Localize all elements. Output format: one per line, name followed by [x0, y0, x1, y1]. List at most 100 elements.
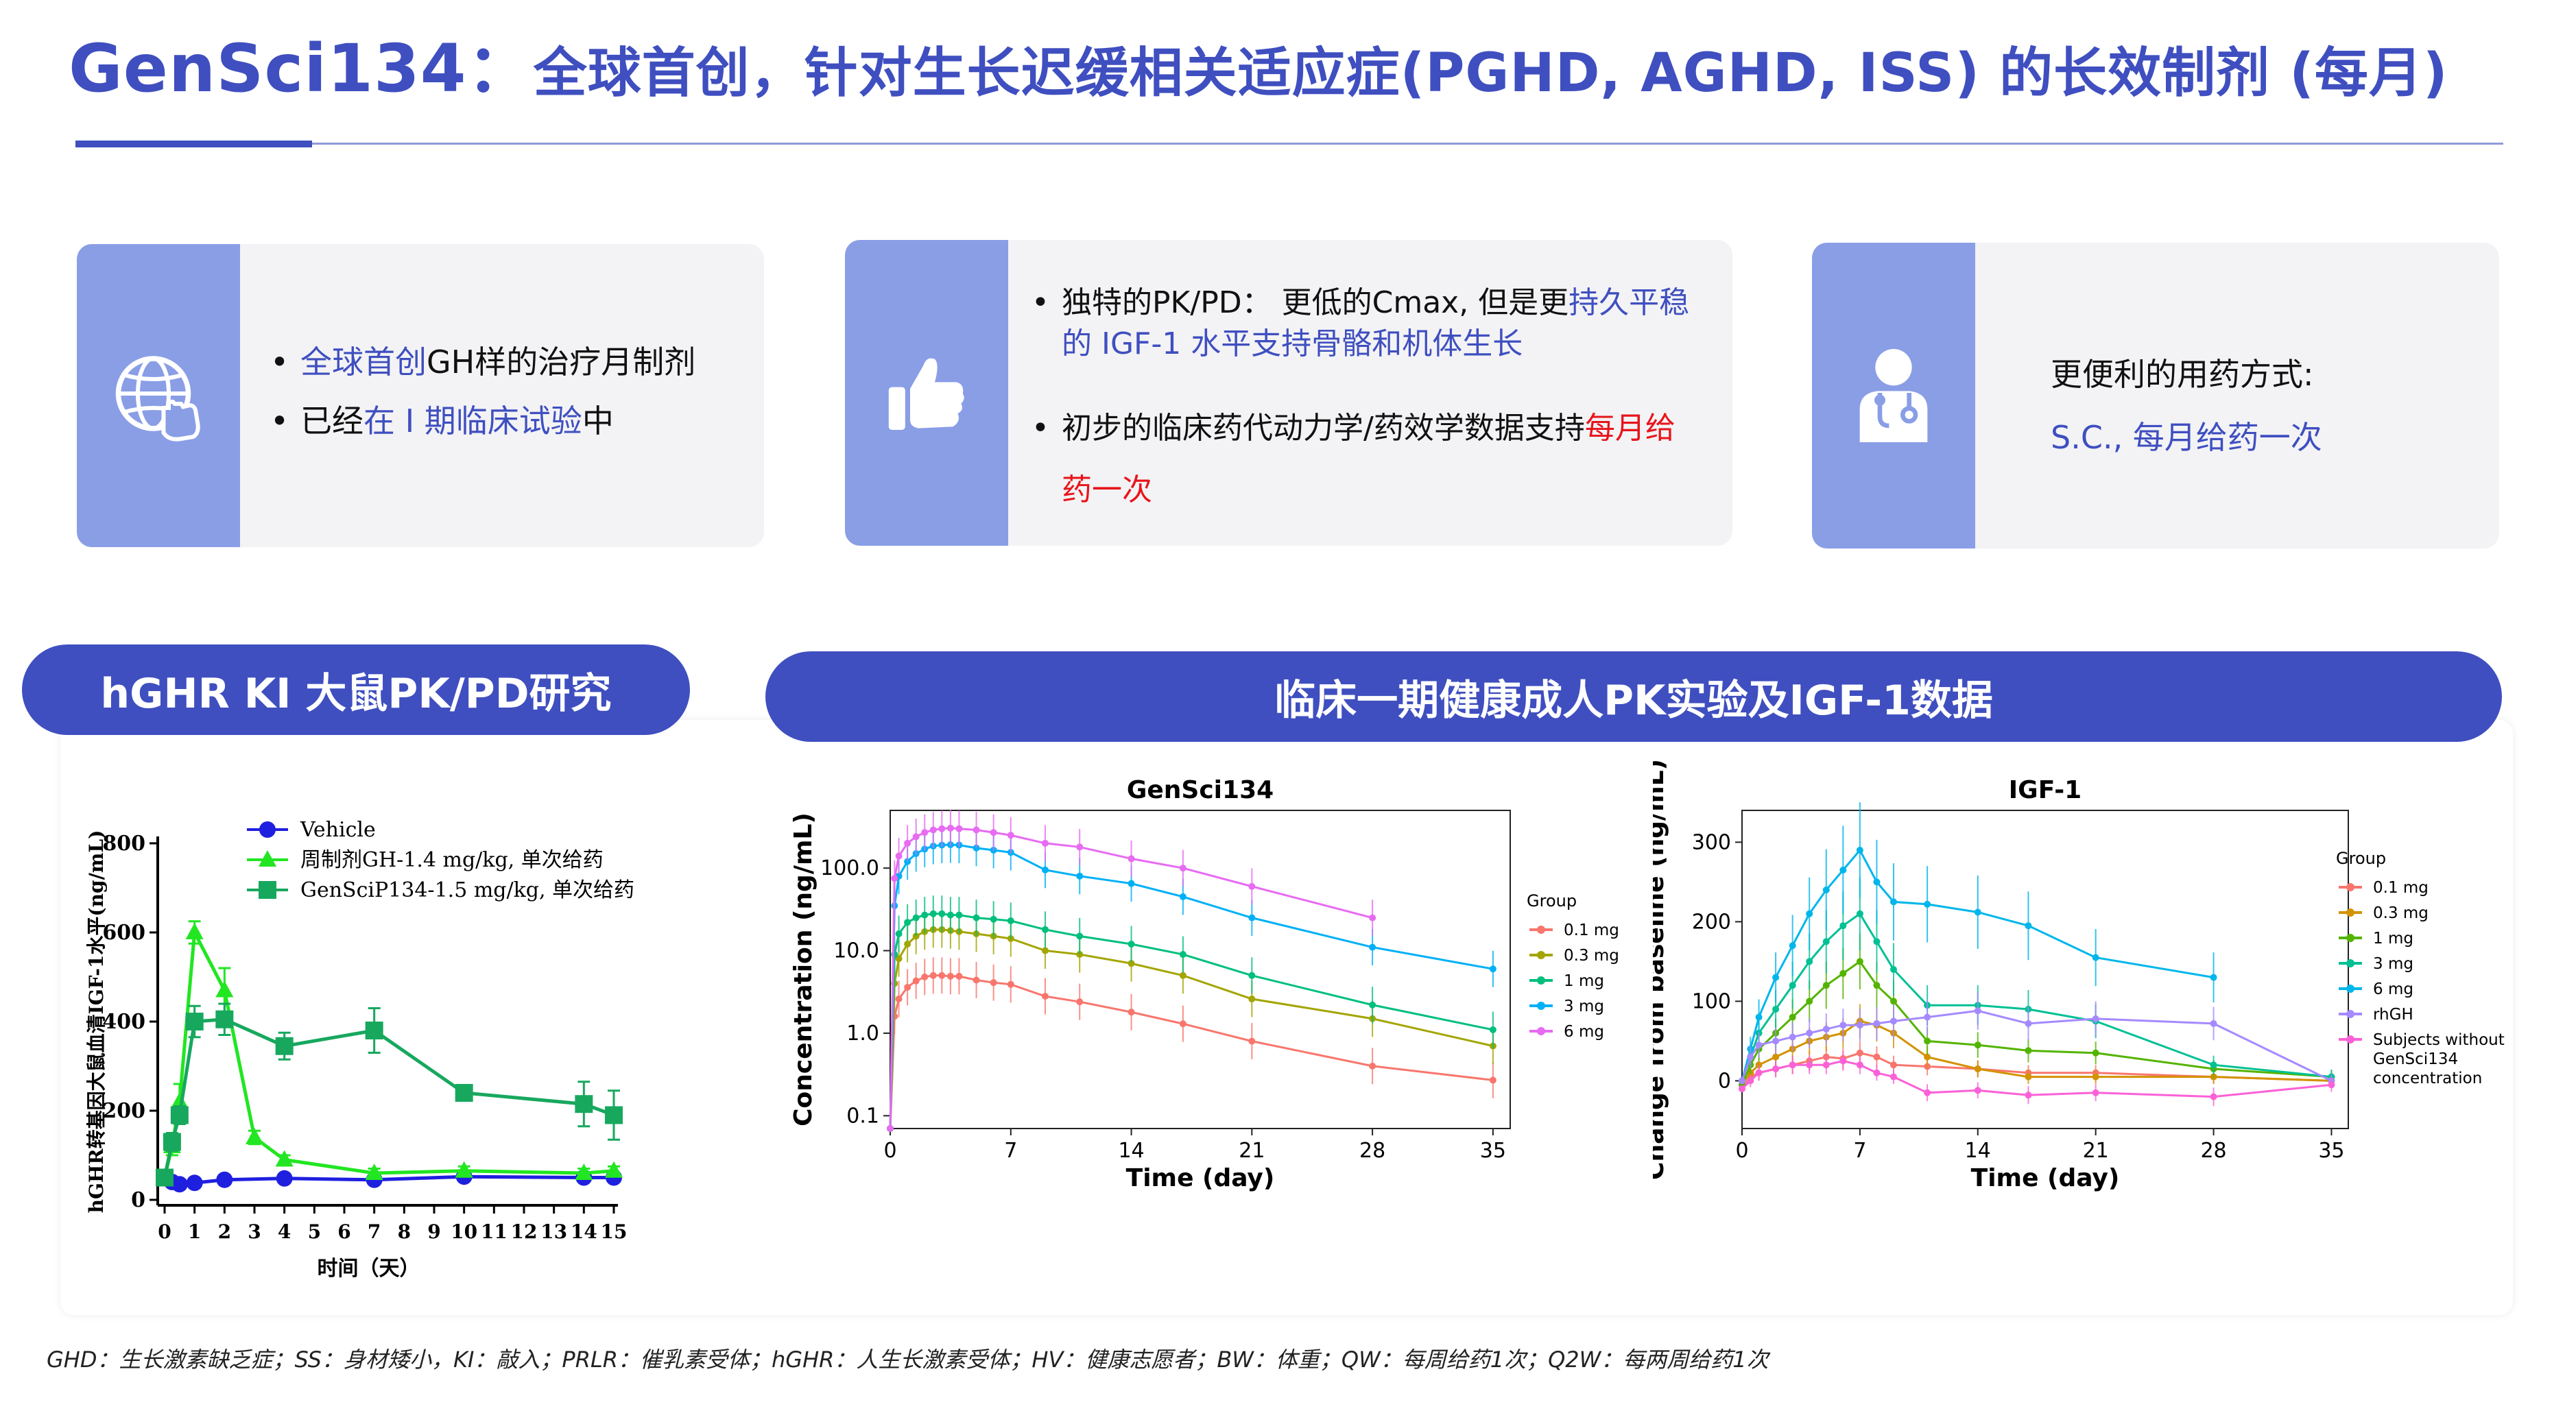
- legend-marker: [2346, 1035, 2354, 1044]
- legend-label: 3 mg: [2373, 955, 2413, 973]
- series-1: [156, 920, 623, 1185]
- data-point: [1042, 926, 1049, 933]
- data-point: [1873, 1053, 1881, 1061]
- title-underline-accent: [75, 141, 312, 147]
- data-point: [904, 919, 911, 926]
- bullet-text: 中: [582, 402, 614, 439]
- data-point: [2025, 1047, 2032, 1054]
- footnote: GHD：生长激素缺乏症；SS：身材矮小，KI：敲入；PRLR：催乳素受体；hGH…: [47, 1347, 1769, 1373]
- card-body: 独特的PK/PD： 更低的Cmax, 但是更持久平稳的 IGF-1 水平支持骨骼…: [1008, 240, 1732, 546]
- data-point: [955, 825, 963, 832]
- series-5: [1739, 991, 2335, 1087]
- data-point: [921, 973, 929, 980]
- x-tick-label: 5: [308, 1220, 321, 1243]
- data-point: [185, 1013, 204, 1030]
- bullet-text-highlight: 全球首创: [300, 343, 427, 381]
- globe-hand-icon: [115, 356, 200, 442]
- legend: Group 0.1 mg 0.3 mg 1 mg 3 mg 6 mg rhGH Subject…: [2336, 849, 2505, 1087]
- data-point: [455, 1161, 473, 1178]
- data-point: [2025, 1073, 2032, 1081]
- data-point: [2210, 1061, 2217, 1069]
- x-tick-label: 7: [368, 1220, 381, 1243]
- data-point: [1789, 982, 1796, 989]
- data-point: [1179, 972, 1186, 979]
- data-point: [904, 983, 911, 991]
- series-3: [1739, 877, 2335, 1085]
- data-point: [912, 833, 920, 841]
- y-tick-label: 200: [1692, 910, 1731, 934]
- data-point: [1248, 972, 1256, 979]
- data-point: [1822, 982, 1830, 989]
- series-line: [889, 928, 1494, 1129]
- data-point: [990, 979, 997, 987]
- data-point: [1747, 1053, 1754, 1061]
- legend-label: 周制剂GH-1.4 mg/kg, 单次给药: [300, 848, 604, 872]
- bullet-text: 独特的PK/PD： 更低的Cmax, 但是更: [1062, 285, 1569, 320]
- data-point: [1755, 1013, 1763, 1021]
- data-point: [1822, 887, 1830, 893]
- data-point: [2092, 1073, 2099, 1081]
- legend-marker: [2346, 959, 2354, 967]
- data-point: [1369, 1001, 1376, 1009]
- data-point: [1755, 1061, 1763, 1069]
- data-point: [1839, 867, 1847, 873]
- data-point: [1042, 839, 1049, 847]
- data-point: [955, 972, 963, 980]
- data-point: [929, 910, 937, 917]
- legend-marker: [1537, 1027, 1545, 1035]
- legend-marker: [2346, 883, 2354, 891]
- convenience-value: S.C., 每月给药一次: [2051, 419, 2322, 456]
- y-tick-label: 0: [1718, 1069, 1731, 1093]
- data-point: [1806, 1061, 1813, 1069]
- y-axis-title: Concentration (ng/mL): [789, 812, 818, 1126]
- data-point: [912, 914, 920, 921]
- data-point: [1772, 974, 1780, 981]
- data-point: [1839, 969, 1847, 977]
- data-point: [912, 932, 920, 940]
- data-point: [1128, 960, 1135, 967]
- series-line: [1741, 1020, 2332, 1086]
- x-tick-label: 1: [188, 1220, 201, 1243]
- card-bullet-list: 全球首创GH样的治疗月制剂 已经在 I 期临床试验中: [261, 340, 764, 443]
- x-axis-title: 时间（天）: [318, 1257, 420, 1281]
- data-point: [1806, 998, 1813, 1005]
- data-point: [938, 825, 946, 832]
- bullet-text: 已经: [300, 402, 363, 439]
- x-tick-label: 2: [218, 1220, 231, 1243]
- doctor-icon: [1859, 349, 1928, 442]
- data-point: [1856, 1061, 1863, 1069]
- data-point: [1924, 1089, 1931, 1096]
- legend-label: Vehicle: [300, 818, 376, 842]
- data-point: [895, 955, 903, 963]
- data-point: [1739, 1077, 1745, 1085]
- series-1: [887, 911, 1496, 1132]
- legend-item: 0.1 mg: [1529, 921, 1619, 939]
- y-axis-title: Change from baseline (ng/mL): [1653, 759, 1669, 1180]
- data-point: [365, 1022, 383, 1039]
- y-tick-label: 200: [102, 1099, 145, 1123]
- data-point: [1076, 951, 1084, 958]
- data-point: [1747, 1077, 1754, 1085]
- data-point: [1873, 938, 1881, 945]
- data-point: [1890, 966, 1897, 973]
- data-point: [1489, 965, 1496, 973]
- data-point: [1806, 910, 1813, 917]
- feature-card-first-in-class: 全球首创GH样的治疗月制剂 已经在 I 期临床试验中: [77, 244, 764, 547]
- chart-panel: [60, 720, 2513, 1315]
- data-point: [1890, 1061, 1897, 1069]
- card-icon-panel: [845, 240, 1008, 546]
- x-tick-label: 28: [1359, 1139, 1385, 1163]
- data-point: [1974, 1041, 1981, 1049]
- data-point: [1772, 1037, 1780, 1045]
- data-point: [2025, 1020, 2032, 1027]
- legend-marker: [1537, 1002, 1545, 1010]
- bullet-text: GH样的治疗月制剂: [427, 343, 696, 381]
- data-point: [1179, 893, 1186, 900]
- y-tick-label: 100: [1692, 989, 1731, 1013]
- y-tick-label: 1.0: [846, 1022, 879, 1046]
- data-point: [1042, 993, 1049, 1000]
- data-point: [2210, 974, 2217, 981]
- data-point: [946, 911, 954, 919]
- data-point: [1856, 1049, 1863, 1057]
